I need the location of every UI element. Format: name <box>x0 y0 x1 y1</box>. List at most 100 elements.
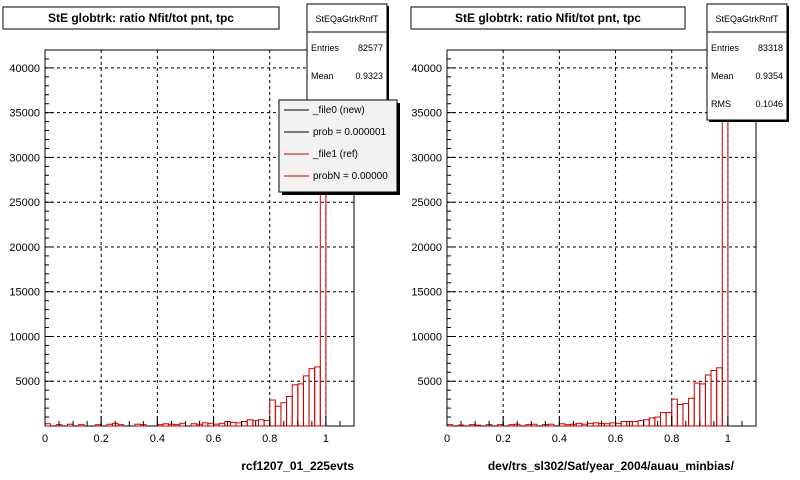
histogram-bar <box>710 369 718 427</box>
histogram-bar <box>547 423 555 427</box>
histogram-bar <box>592 422 600 427</box>
histogram-bar <box>95 424 102 427</box>
histogram-bar <box>474 424 482 427</box>
chart-title: StE globtrk: ratio Nfit/tot pnt, tpc <box>48 11 234 25</box>
x-tick-label: 0.4 <box>552 433 567 445</box>
histogram-bar <box>699 383 706 427</box>
stats-box: StEQaGtrkRnfT Entries 82577 Mean 0.9323 <box>306 3 389 102</box>
histogram-bar <box>688 397 695 427</box>
histogram-bars <box>44 67 327 427</box>
histogram-bar <box>586 422 594 427</box>
chart-title: StE globtrk: ratio Nfit/tot pnt, tpc <box>455 11 641 25</box>
histogram-bar <box>257 419 265 427</box>
histogram-bar <box>207 422 215 427</box>
histogram-bar <box>286 395 293 427</box>
histogram-bar <box>314 366 321 427</box>
x-tick-label: 0.4 <box>150 433 165 445</box>
histogram-bar <box>665 412 673 427</box>
histogram-bar <box>609 422 617 427</box>
stats-value: 0.9323 <box>355 71 383 81</box>
histogram-bar <box>659 412 667 427</box>
y-tick-label: 25000 <box>9 197 40 209</box>
histogram-bar <box>693 382 701 427</box>
x-tick-label: 0.6 <box>206 433 221 445</box>
histogram-bar <box>676 404 684 427</box>
x-axis: 0 0.2 0.4 0.6 0.8 1 <box>444 416 743 445</box>
histogram-bar <box>269 399 276 427</box>
histogram-bar <box>497 424 504 427</box>
legend: _file0 (new) prob = 0.000001 _file1 (ref) p… <box>278 99 400 195</box>
histogram-bar <box>78 424 85 427</box>
histogram-bar <box>173 424 181 427</box>
stats-value: 83318 <box>758 43 783 53</box>
histogram-bar <box>246 419 254 427</box>
histogram-bar <box>162 423 170 427</box>
histogram-bar <box>274 405 282 427</box>
histogram-bar <box>558 423 566 427</box>
y-tick-label: 15000 <box>411 287 442 299</box>
histogram-bar <box>581 423 588 427</box>
x-tick-label: 0.8 <box>664 433 679 445</box>
histogram-bar <box>704 374 712 427</box>
y-tick-label: 35000 <box>9 108 40 120</box>
stats-box-frame <box>706 3 788 121</box>
y-axis: 5000 10000 15000 20000 25000 30000 35000 40000 <box>411 58 455 418</box>
y-tick-label: 10000 <box>9 331 40 343</box>
stats-label: Mean <box>711 71 734 81</box>
histogram-bar <box>263 420 271 427</box>
y-axis: 5000 10000 15000 20000 25000 30000 35000 40000 <box>9 58 53 418</box>
histogram-bar <box>530 423 538 427</box>
y-tick-label: 40000 <box>9 63 40 75</box>
histogram-bar <box>297 383 304 427</box>
x-axis: 0 0.2 0.4 0.6 0.8 1 <box>42 416 341 445</box>
y-tick-label: 15000 <box>9 287 40 299</box>
stats-name: StEQaGtrkRnfT <box>715 14 779 24</box>
histogram-bar <box>564 424 572 427</box>
legend-entry: probN = 0.00000 <box>313 171 388 182</box>
histogram-bar <box>603 423 611 427</box>
stats-label: Entries <box>711 43 740 53</box>
histogram-bar <box>643 419 650 427</box>
histogram-bar <box>229 421 237 427</box>
y-tick-label: 20000 <box>411 242 442 254</box>
stats-value: 0.1046 <box>755 99 783 109</box>
histogram-bar <box>302 375 310 427</box>
y-tick-label: 25000 <box>411 197 442 209</box>
y-tick-label: 5000 <box>418 376 442 388</box>
stats-label: Entries <box>311 43 340 53</box>
stats-label: Mean <box>311 71 334 81</box>
x-tick-label: 0.2 <box>496 433 511 445</box>
stats-value: 0.9354 <box>755 71 783 81</box>
histogram-bar <box>213 423 220 427</box>
y-tick-label: 5000 <box>16 376 40 388</box>
histogram-bar <box>648 417 656 427</box>
histogram-bar <box>117 424 125 427</box>
histogram-bar <box>235 422 243 427</box>
stats-name: StEQaGtrkRnfT <box>315 14 379 24</box>
histogram-bar <box>508 424 515 427</box>
histogram-bar <box>446 424 454 427</box>
x-tick-label: 0 <box>42 433 48 445</box>
chart-title-box <box>2 6 280 30</box>
histogram-bar <box>201 422 209 427</box>
stats-label: RMS <box>711 99 731 109</box>
histogram-bar <box>637 420 645 427</box>
y-tick-label: 40000 <box>411 63 442 75</box>
histogram-bar <box>671 398 678 427</box>
histogram-bar <box>190 423 198 427</box>
histogram-bar <box>468 424 476 427</box>
x-tick-label: 0 <box>444 433 450 445</box>
y-tick-label: 30000 <box>9 152 40 164</box>
y-tick-label: 10000 <box>411 331 442 343</box>
histogram-bar <box>44 423 52 427</box>
y-tick-label: 20000 <box>9 242 40 254</box>
histogram-bar <box>134 423 142 427</box>
histogram-panel-2: 5000 10000 15000 20000 25000 30000 35000 40000 0… <box>410 3 789 473</box>
legend-entry: _file1 (ref) <box>312 149 358 160</box>
chart-title-box <box>410 6 686 30</box>
histogram-bar <box>106 423 113 427</box>
y-tick-label: 35000 <box>411 108 442 120</box>
stats-box: StEQaGtrkRnfT Entries 83318 Mean 0.9354 RMS 0.… <box>706 3 789 122</box>
legend-entry: _file0 (new) <box>312 105 365 116</box>
